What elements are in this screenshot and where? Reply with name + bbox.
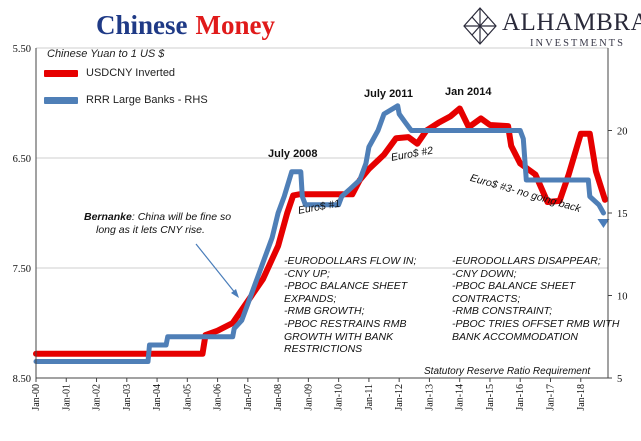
block-left-line: -PBOC RESTRAINS RMB [284,317,407,330]
y-left-tick-label: 7.50 [13,264,31,275]
x-tick-label: Jan-08 [273,384,284,411]
x-tick-label: Jan-04 [152,384,163,411]
annotation-july-2008: July 2008 [268,148,318,160]
y-right-tick-label: 20 [617,127,628,138]
legend-swatch-red [44,69,78,77]
annotation-july-2011: July 2011 [364,88,413,100]
down-arrow-icon [597,219,610,228]
legend-usdcny: USDCNY Inverted [44,67,175,79]
bernanke-line-2: long as it lets CNY rise. [96,224,205,236]
legend-label-usdcny: USDCNY Inverted [86,67,176,79]
annotation-rrr-note: Statutory Reserve Ratio Requirement [424,366,591,377]
x-tick-label: Jan-06 [213,384,224,411]
x-tick-label: Jan-09 [303,384,314,411]
block-left-line: -RMB GROWTH; [284,305,365,318]
x-tick-label: Jan-13 [424,384,435,411]
x-tick-label: Jan-03 [122,384,133,411]
block-right-line: -PBOC TRIES OFFSET RMB WITH [452,317,620,330]
block-right-line: -PBOC BALANCE SHEET [452,280,576,293]
block-left-line: -EURODOLLARS FLOW IN; [284,255,417,267]
x-tick-label: Jan-05 [182,384,193,411]
diamond-lattice-icon [463,7,497,45]
y-left-tick-label: 8.50 [13,374,31,385]
annotation-bernanke: Bernanke: China will be fine so long as … [84,211,231,237]
block-left-line: -PBOC BALANCE SHEET [284,280,408,293]
y-right-tick-label: 5 [617,374,622,385]
block-right-line: -EURODOLLARS DISAPPEAR; [452,255,601,267]
rrr-end-arrow [597,219,610,228]
x-tick-label: Jan-02 [92,384,103,411]
x-tick-label: Jan-00 [31,384,42,411]
x-tick-label: Jan-17 [545,384,556,411]
block-right-line: -RMB CONSTRAINT; [452,305,553,318]
series-line [33,103,606,364]
series-line [33,105,608,357]
logo-subtitle: INVESTMENTS [530,38,625,49]
block-right-line: -CNY DOWN; [452,267,517,280]
x-tick-label: Jan-12 [394,384,405,411]
y-right-tick-label: 10 [617,292,628,303]
x-tick-label: Jan-15 [485,384,496,411]
legend-swatch-blue [44,96,78,104]
x-tick-label: Jan-10 [334,384,345,411]
x-tick-label: Jan-07 [243,384,254,411]
usdcny-series [33,105,608,357]
y-left-tick-label: 6.50 [13,154,31,165]
x-tick-label: Jan-01 [61,384,72,411]
block-left-line: EXPANDS; [284,292,337,305]
pointer-arrow-line [195,243,237,295]
block-left-line: GROWTH WITH BANK [284,330,394,343]
annotation-jan-2014: Jan 2014 [445,86,492,98]
bernanke-arrow [195,243,239,298]
title-word-money: Money [195,10,275,40]
alhambra-logo: ALHAMBRA INVESTMENTS [462,6,641,52]
block-right-line: BANK ACCOMMODATION [452,330,579,343]
block-left-line: RESTRICTIONS [284,343,363,356]
bernanke-name: Bernanke [84,211,132,223]
legend-rrr: RRR Large Banks - RHS [44,94,208,106]
title-word-chinese: Chinese [96,10,188,40]
rrr-series [33,103,606,364]
logo-name: ALHAMBRA [502,9,641,36]
bernanke-line-1: : China will be fine so [131,211,232,223]
annotation-block-right: -EURODOLLARS DISAPPEAR; -CNY DOWN; -PBOC… [452,255,619,343]
block-right-line: CONTRACTS; [452,292,521,305]
x-tick-label: Jan-14 [455,384,466,411]
chart-title: Chinese Money [96,10,275,41]
pointer-arrow-head [231,289,239,298]
y-left-tick-label: 5.50 [13,44,31,55]
legend-label-rrr: RRR Large Banks - RHS [86,94,208,106]
annotation-block-left: -EURODOLLARS FLOW IN; -CNY UP; -PBOC BAL… [284,255,416,356]
x-tick-label: Jan-16 [515,384,526,411]
x-tick-label: Jan-18 [576,384,587,411]
chart-subtitle: Chinese Yuan to 1 US $ [47,48,165,60]
x-tick-label: Jan-11 [364,384,375,410]
axes: 5.50 6.50 7.50 8.50 5 10 15 20 Jan-00 Jan-01 Jan-0… [13,44,628,411]
block-left-line: -CNY UP; [284,267,330,280]
y-right-tick-label: 15 [617,209,628,220]
